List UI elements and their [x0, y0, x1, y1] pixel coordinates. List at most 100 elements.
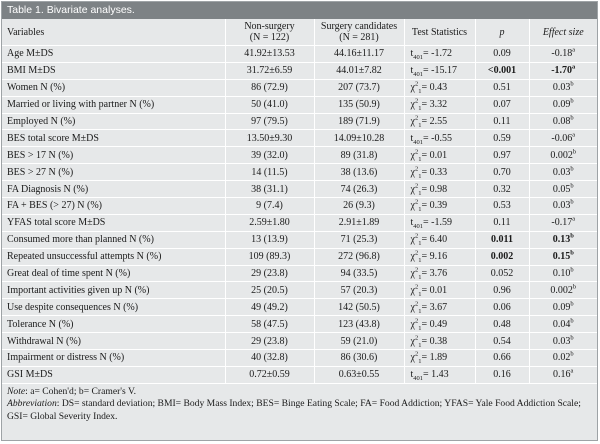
p-value-cell: 0.11 [474, 112, 529, 130]
nonsurgery-cell: 13.50±9.30 [224, 129, 314, 147]
effect-size-cell: -1.70a [528, 61, 597, 80]
table-row: Tolerance N (%) 58 (47.5) 123 (43.8) χ21= 0… [2, 315, 597, 333]
p-value-cell: 0.06 [474, 298, 529, 316]
test-statistic-cell: χ21= 1.89 [403, 349, 475, 367]
variable-cell: Women N (%) [2, 78, 225, 97]
effect-size-cell: 0.09b [528, 298, 597, 316]
variable-cell: Consumed more than planned N (%) [2, 230, 225, 249]
header-variables: Variables [2, 19, 225, 46]
surgery-cell: 71 (25.3) [313, 230, 404, 249]
p-value-cell: 0.59 [474, 129, 529, 147]
effect-size-cell: 0.10b [528, 264, 597, 282]
surgery-cell: 26 (9.3) [313, 197, 404, 215]
nonsurgery-cell: 13 (13.9) [224, 230, 314, 249]
header-effect-size: Effect size [528, 19, 597, 46]
nonsurgery-cell: 40 (32.8) [224, 349, 314, 367]
variable-cell: FA Diagnosis N (%) [2, 180, 225, 198]
table-row: BES total score M±DS 13.50±9.30 14.09±10.2… [2, 129, 597, 147]
test-statistic-cell: t401= -1.59 [403, 213, 475, 232]
test-statistic-cell: χ21= 6.40 [403, 230, 475, 249]
header-p: p [474, 19, 529, 46]
effect-size-cell: 0.03b [528, 197, 597, 215]
surgery-cell: 272 (96.8) [313, 247, 404, 266]
variable-cell: Important activities given up N (%) [2, 281, 225, 299]
test-statistic-cell: χ21= 9.16 [403, 247, 475, 266]
nonsurgery-cell: 38 (31.1) [224, 180, 314, 198]
p-value-cell: 0.51 [474, 78, 529, 97]
variable-cell: Repeated unsuccessful attempts N (%) [2, 247, 225, 266]
test-statistic-cell: χ21= 0.01 [403, 146, 475, 164]
surgery-cell: 135 (50.9) [313, 95, 404, 114]
table-row: Married or living with partner N (%) 50 (… [2, 95, 597, 114]
nonsurgery-cell: 86 (72.9) [224, 78, 314, 97]
variable-cell: BMI M±DS [2, 61, 225, 80]
table-row: FA + BES (> 27) N (%) 9 (7.4) 26 (9.3) χ21=… [2, 197, 597, 215]
header-test-statistics: Test Statistics [403, 19, 475, 46]
effect-size-cell: 0.09b [528, 95, 597, 114]
table-row: Great deal of time spent N (%) 29 (23.8) 9… [2, 264, 597, 282]
table-row: BES > 17 N (%) 39 (32.0) 89 (31.8) χ21= 0.0… [2, 146, 597, 164]
p-value-cell: 0.54 [474, 332, 529, 350]
test-statistic-cell: χ21= 0.39 [403, 197, 475, 215]
variable-cell: YFAS total score M±DS [2, 213, 225, 232]
variable-cell: Employed N (%) [2, 112, 225, 130]
table-row: Important activities given up N (%) 25 (2… [2, 281, 597, 299]
test-statistic-cell: χ21= 0.38 [403, 332, 475, 350]
surgery-cell: 38 (13.6) [313, 163, 404, 181]
nonsurgery-cell: 97 (79.5) [224, 112, 314, 130]
p-value-cell: 0.96 [474, 281, 529, 299]
variable-cell: GSI M±DS [2, 365, 225, 383]
test-statistic-cell: χ21= 3.67 [403, 298, 475, 316]
variable-cell: FA + BES (> 27) N (%) [2, 197, 225, 215]
nonsurgery-cell: 41.92±13.53 [224, 45, 314, 63]
surgery-cell: 74 (26.3) [313, 180, 404, 198]
nonsurgery-cell: 50 (41.0) [224, 95, 314, 114]
variable-cell: BES > 17 N (%) [2, 146, 225, 164]
test-statistic-cell: χ21= 3.76 [403, 264, 475, 282]
p-value-cell: 0.70 [474, 163, 529, 181]
effect-size-cell: -0.06a [528, 129, 597, 147]
test-statistic-cell: χ21= 0.33 [403, 163, 475, 181]
table-row: Impairment or distress N (%) 40 (32.8) 86 … [2, 349, 597, 367]
table-row: Consumed more than planned N (%) 13 (13.9… [2, 230, 597, 249]
nonsurgery-cell: 29 (23.8) [224, 264, 314, 282]
nonsurgery-cell: 14 (11.5) [224, 163, 314, 181]
surgery-cell: 123 (43.8) [313, 315, 404, 333]
nonsurgery-cell: 29 (23.8) [224, 332, 314, 350]
test-statistic-cell: t401= -1.72 [403, 45, 475, 63]
variable-cell: Age M±DS [2, 45, 225, 63]
effect-size-cell: 0.03b [528, 332, 597, 350]
surgery-cell: 44.01±7.82 [313, 61, 404, 80]
test-statistic-cell: χ21= 0.49 [403, 315, 475, 333]
table-row: GSI M±DS 0.72±0.59 0.63±0.55 t401= 1.43 0.16… [2, 365, 597, 383]
table-row: Age M±DS 41.92±13.53 44.16±11.17 t401= -1.7… [2, 45, 597, 63]
table-row: BES > 27 N (%) 14 (11.5) 38 (13.6) χ21= 0.3… [2, 163, 597, 181]
table-notes: Note: a= Cohen'd; b= Cramer's V. Abbrevi… [2, 382, 597, 424]
nonsurgery-cell: 109 (89.3) [224, 247, 314, 266]
nonsurgery-cell: 39 (32.0) [224, 146, 314, 164]
test-statistic-cell: χ21= 0.01 [403, 281, 475, 299]
variable-cell: Great deal of time spent N (%) [2, 264, 225, 282]
test-statistic-cell: χ21= 3.32 [403, 95, 475, 114]
test-statistic-cell: χ21= 0.98 [403, 180, 475, 198]
test-statistic-cell: t401= -15.17 [403, 61, 475, 80]
effect-size-cell: 0.08b [528, 112, 597, 130]
variable-cell: Withdrawal N (%) [2, 332, 225, 350]
p-value-cell: 0.052 [474, 264, 529, 282]
variable-cell: BES > 27 N (%) [2, 163, 225, 181]
p-value-cell: 0.09 [474, 45, 529, 63]
surgery-cell: 44.16±11.17 [313, 45, 404, 63]
surgery-cell: 57 (20.3) [313, 281, 404, 299]
variable-cell: Married or living with partner N (%) [2, 95, 225, 114]
header-nonsurgery: Non-surgery (N = 122) [224, 19, 314, 46]
variable-cell: Impairment or distress N (%) [2, 349, 225, 367]
nonsurgery-cell: 9 (7.4) [224, 197, 314, 215]
surgery-cell: 86 (30.6) [313, 349, 404, 367]
test-statistic-cell: t401= 1.43 [403, 365, 475, 383]
nonsurgery-cell: 25 (20.5) [224, 281, 314, 299]
test-statistic-cell: χ21= 2.55 [403, 112, 475, 130]
surgery-cell: 142 (50.5) [313, 298, 404, 316]
header-row: Variables Non-surgery (N = 122) Surgery c… [2, 19, 597, 46]
effect-size-cell: -0.17a [528, 213, 597, 232]
